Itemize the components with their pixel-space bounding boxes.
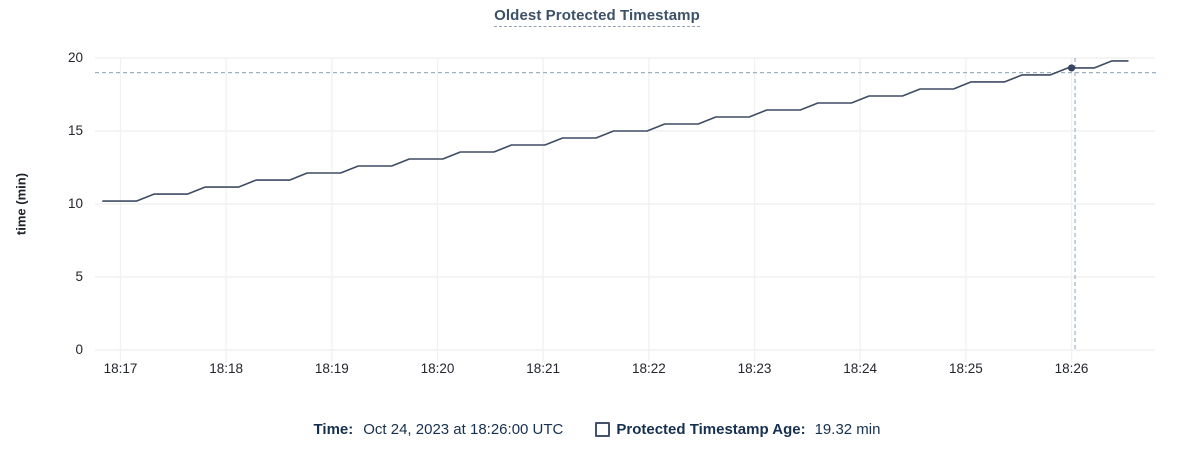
x-tick-label: 18:17 bbox=[103, 361, 138, 376]
chart-legend: Time: Oct 24, 2023 at 18:26:00 UTC Prote… bbox=[0, 418, 1194, 440]
x-tick-label: 18:20 bbox=[420, 361, 455, 376]
series-checkbox[interactable] bbox=[595, 421, 611, 437]
x-tick-label: 18:18 bbox=[209, 361, 244, 376]
legend-time-value: Oct 24, 2023 at 18:26:00 UTC bbox=[363, 420, 564, 438]
chart-plot-area[interactable]: 0 5 10 15 20 18:17 18:18 18:19 18:20 18:21 18:22 1… bbox=[0, 40, 1194, 385]
series-line bbox=[102, 60, 1129, 202]
chart-title-row: Oldest Protected Timestamp bbox=[0, 7, 1194, 27]
legend-time-label: Time: bbox=[313, 420, 354, 438]
x-tick-label: 18:21 bbox=[526, 361, 561, 376]
y-tick-label: 20 bbox=[67, 50, 83, 65]
legend-series-label: Protected Timestamp Age: bbox=[616, 420, 806, 438]
hover-point-dot bbox=[1067, 64, 1076, 72]
x-tick-label: 18:26 bbox=[1054, 361, 1089, 376]
y-tick-label: 5 bbox=[75, 269, 83, 284]
x-tick-label: 18:19 bbox=[314, 361, 349, 376]
x-tick-label: 18:24 bbox=[843, 361, 878, 376]
y-tick-label: 15 bbox=[67, 123, 83, 138]
chart-svg bbox=[95, 57, 1157, 362]
legend-series-value: 19.32 min bbox=[814, 420, 881, 438]
x-tick-label: 18:22 bbox=[631, 361, 666, 376]
y-tick-label: 10 bbox=[67, 196, 83, 211]
legend-series-toggle[interactable]: Protected Timestamp Age: 19.32 min bbox=[595, 421, 880, 438]
x-tick-label: 18:25 bbox=[948, 361, 983, 376]
x-tick-label: 18:23 bbox=[737, 361, 772, 376]
chart-title[interactable]: Oldest Protected Timestamp bbox=[494, 7, 700, 27]
y-tick-label: 0 bbox=[75, 342, 83, 357]
